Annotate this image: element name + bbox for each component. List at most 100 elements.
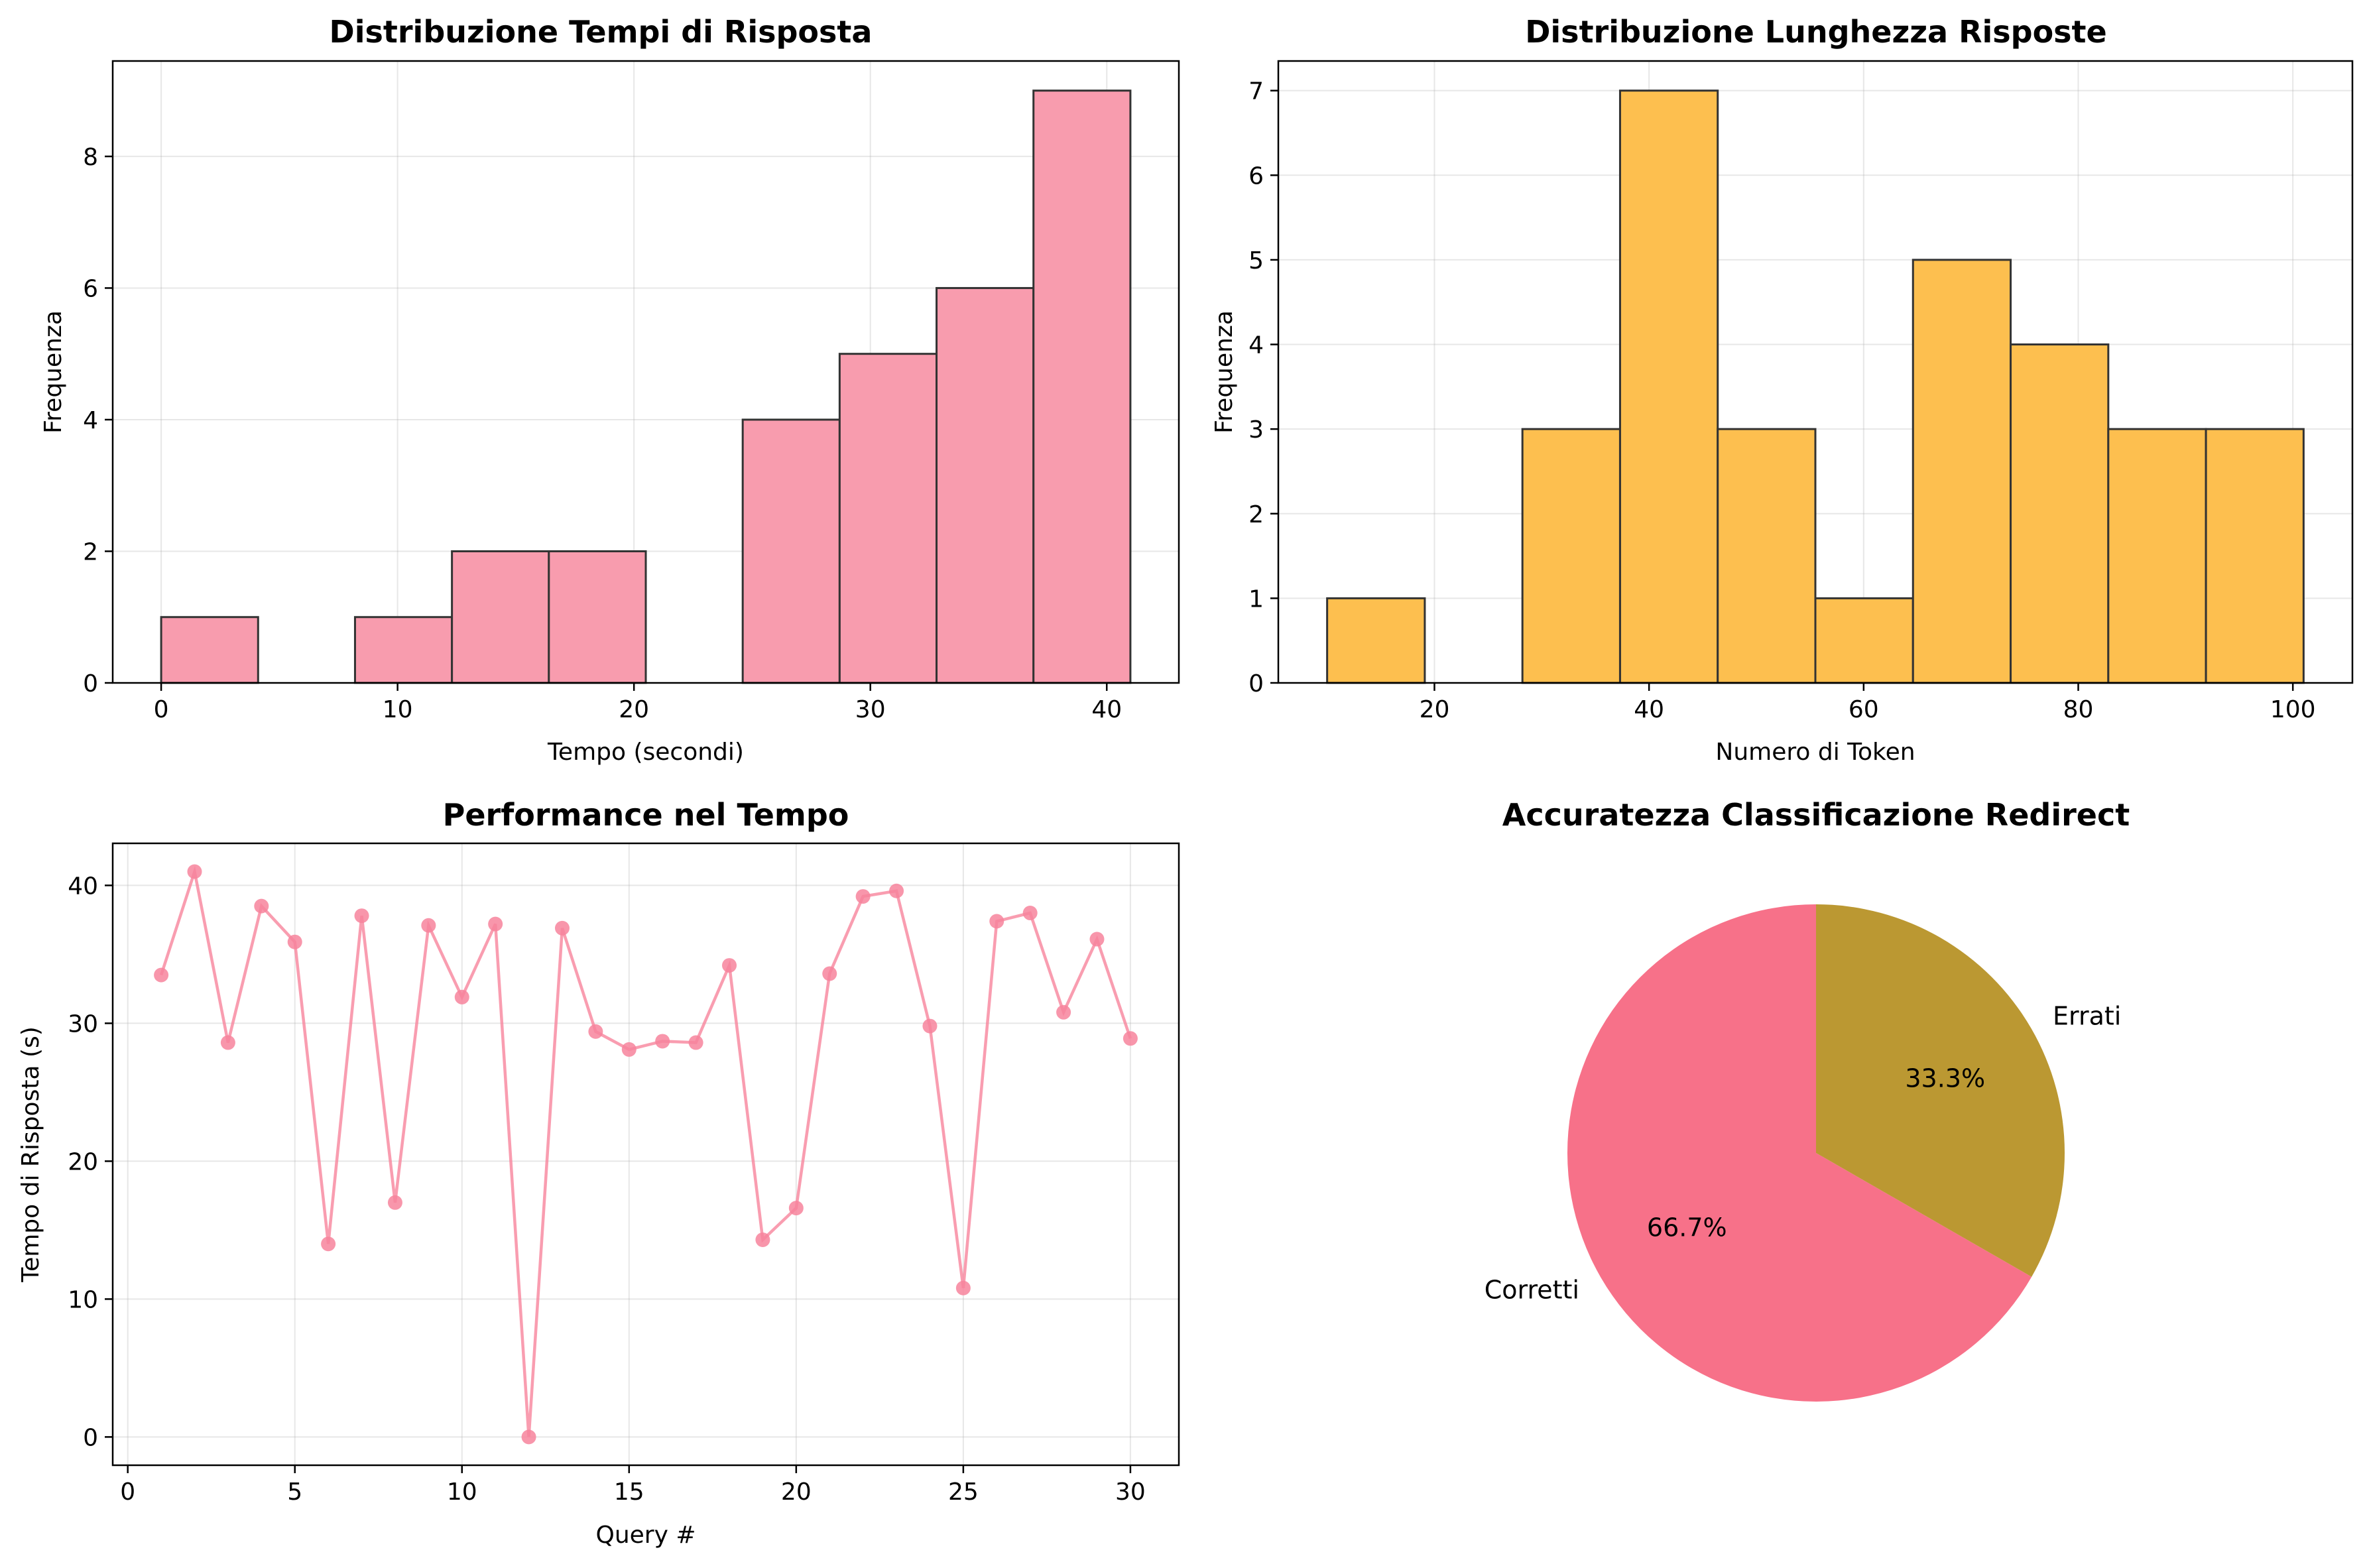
x-tick-label: 5 — [287, 1478, 302, 1506]
data-point — [989, 914, 1004, 929]
x-tick-label: 20 — [781, 1478, 812, 1506]
y-tick-label: 0 — [83, 1424, 98, 1451]
x-tick-label: 20 — [1420, 696, 1450, 723]
data-point — [220, 1035, 235, 1050]
plot-frame — [111, 842, 1180, 1467]
x-axis-label: Tempo (secondi) — [547, 739, 744, 766]
x-tick-label: 40 — [1091, 696, 1122, 723]
data-point — [788, 1201, 804, 1216]
data-point — [454, 989, 469, 1004]
response-time-histogram: Distribuzione Tempi di Risposta 0 10 20 30 4… — [40, 14, 1180, 766]
data-point — [755, 1232, 770, 1247]
x-axis-label: Numero di Token — [1715, 739, 1915, 766]
y-tick-label: 30 — [68, 1010, 98, 1038]
y-tick-label: 10 — [68, 1286, 98, 1313]
y-tick-label: 8 — [83, 144, 98, 171]
data-point — [1123, 1031, 1138, 1046]
y-tick-label: 0 — [1248, 670, 1264, 697]
chart-title: Distribuzione Lunghezza Risposte — [1525, 14, 2107, 50]
y-tick-label: 20 — [68, 1148, 98, 1176]
histogram-bar — [548, 550, 647, 684]
data-point — [688, 1035, 703, 1050]
histogram-bar — [741, 418, 841, 684]
y-axis-label: Tempo di Risposta (s) — [17, 1026, 44, 1283]
performance-line-chart: Performance nel Tempo 0 5 10 15 20 25 30 0 10 20 3… — [17, 797, 1180, 1549]
x-tick-label: 25 — [948, 1478, 979, 1506]
pie-slice — [1816, 904, 2065, 1277]
histogram-bar — [2010, 343, 2110, 684]
data-point — [154, 967, 169, 983]
histogram-bar — [1912, 259, 2012, 684]
series-line — [159, 865, 1132, 1437]
data-point — [521, 1429, 536, 1445]
histogram-bar — [838, 353, 938, 684]
data-point — [287, 934, 302, 949]
data-point — [254, 898, 269, 914]
x-tick-label: 30 — [855, 696, 886, 723]
classification-pie-chart: Accuratezza Classificazione Redirect Cor… — [1485, 797, 2130, 1402]
pie-slice-label: Errati — [2053, 1001, 2121, 1030]
data-point — [889, 883, 904, 898]
data-point — [722, 958, 737, 973]
x-tick-label: 20 — [619, 696, 649, 723]
data-point — [621, 1042, 637, 1057]
x-tick-label: 10 — [383, 696, 413, 723]
y-tick-label: 6 — [83, 275, 98, 302]
histogram-bar — [1521, 428, 1621, 684]
y-tick-label: 4 — [1248, 332, 1264, 359]
histogram-bar — [2107, 428, 2207, 684]
y-axis-label: Frequenza — [40, 310, 67, 434]
y-tick-label: 4 — [83, 407, 98, 434]
y-tick-label: 2 — [1248, 501, 1264, 528]
data-point — [588, 1024, 603, 1039]
plot-frame — [1277, 60, 2354, 684]
data-point — [421, 918, 436, 933]
histogram-bar — [1326, 597, 1426, 684]
pie-slice-label: Corretti — [1485, 1276, 1579, 1305]
data-point — [1089, 932, 1105, 947]
data-point — [822, 966, 837, 981]
data-point — [922, 1018, 938, 1034]
y-tick-label: 3 — [1248, 416, 1264, 444]
chart-title: Performance nel Tempo — [443, 797, 849, 833]
x-tick-label: 10 — [447, 1478, 477, 1506]
data-point — [554, 920, 570, 935]
histogram-bar — [160, 616, 259, 684]
data-point — [1056, 1004, 1071, 1020]
histogram-bar — [451, 550, 550, 684]
response-length-histogram: Distribuzione Lunghezza Risposte 20 40 60 8… — [1211, 14, 2354, 766]
y-tick-label: 40 — [68, 873, 98, 900]
data-point — [387, 1195, 402, 1210]
x-tick-label: 40 — [1634, 696, 1664, 723]
data-point — [655, 1034, 670, 1049]
histogram-bar — [1717, 428, 1817, 684]
x-tick-label: 0 — [120, 1478, 135, 1506]
y-tick-label: 6 — [1248, 162, 1264, 190]
histogram-bar — [2205, 428, 2305, 684]
data-point — [354, 908, 369, 924]
data-point — [955, 1280, 971, 1296]
x-tick-label: 80 — [2063, 696, 2094, 723]
x-tick-label: 30 — [1115, 1478, 1146, 1506]
pie-percent-label: 66.7% — [1647, 1213, 1727, 1242]
histogram-bar — [1814, 597, 1914, 684]
y-tick-label: 0 — [83, 670, 98, 697]
data-point — [321, 1236, 336, 1252]
x-tick-label: 100 — [2270, 696, 2316, 723]
data-point — [187, 864, 202, 879]
y-axis-label: Frequenza — [1211, 310, 1238, 434]
histogram-bar — [1032, 90, 1132, 684]
data-point — [1022, 906, 1038, 921]
histogram-bar — [1618, 90, 1719, 684]
x-tick-label: 60 — [1849, 696, 1879, 723]
x-tick-label: 15 — [614, 1478, 644, 1506]
chart-title: Accuratezza Classificazione Redirect — [1502, 797, 2130, 833]
chart-title: Distribuzione Tempi di Risposta — [330, 14, 873, 50]
y-tick-label: 5 — [1248, 247, 1264, 274]
pie-slice — [1567, 904, 2032, 1402]
histogram-bar — [936, 286, 1035, 684]
y-tick-label: 7 — [1248, 78, 1264, 105]
data-point — [855, 889, 871, 904]
x-axis-label: Query # — [595, 1522, 696, 1549]
